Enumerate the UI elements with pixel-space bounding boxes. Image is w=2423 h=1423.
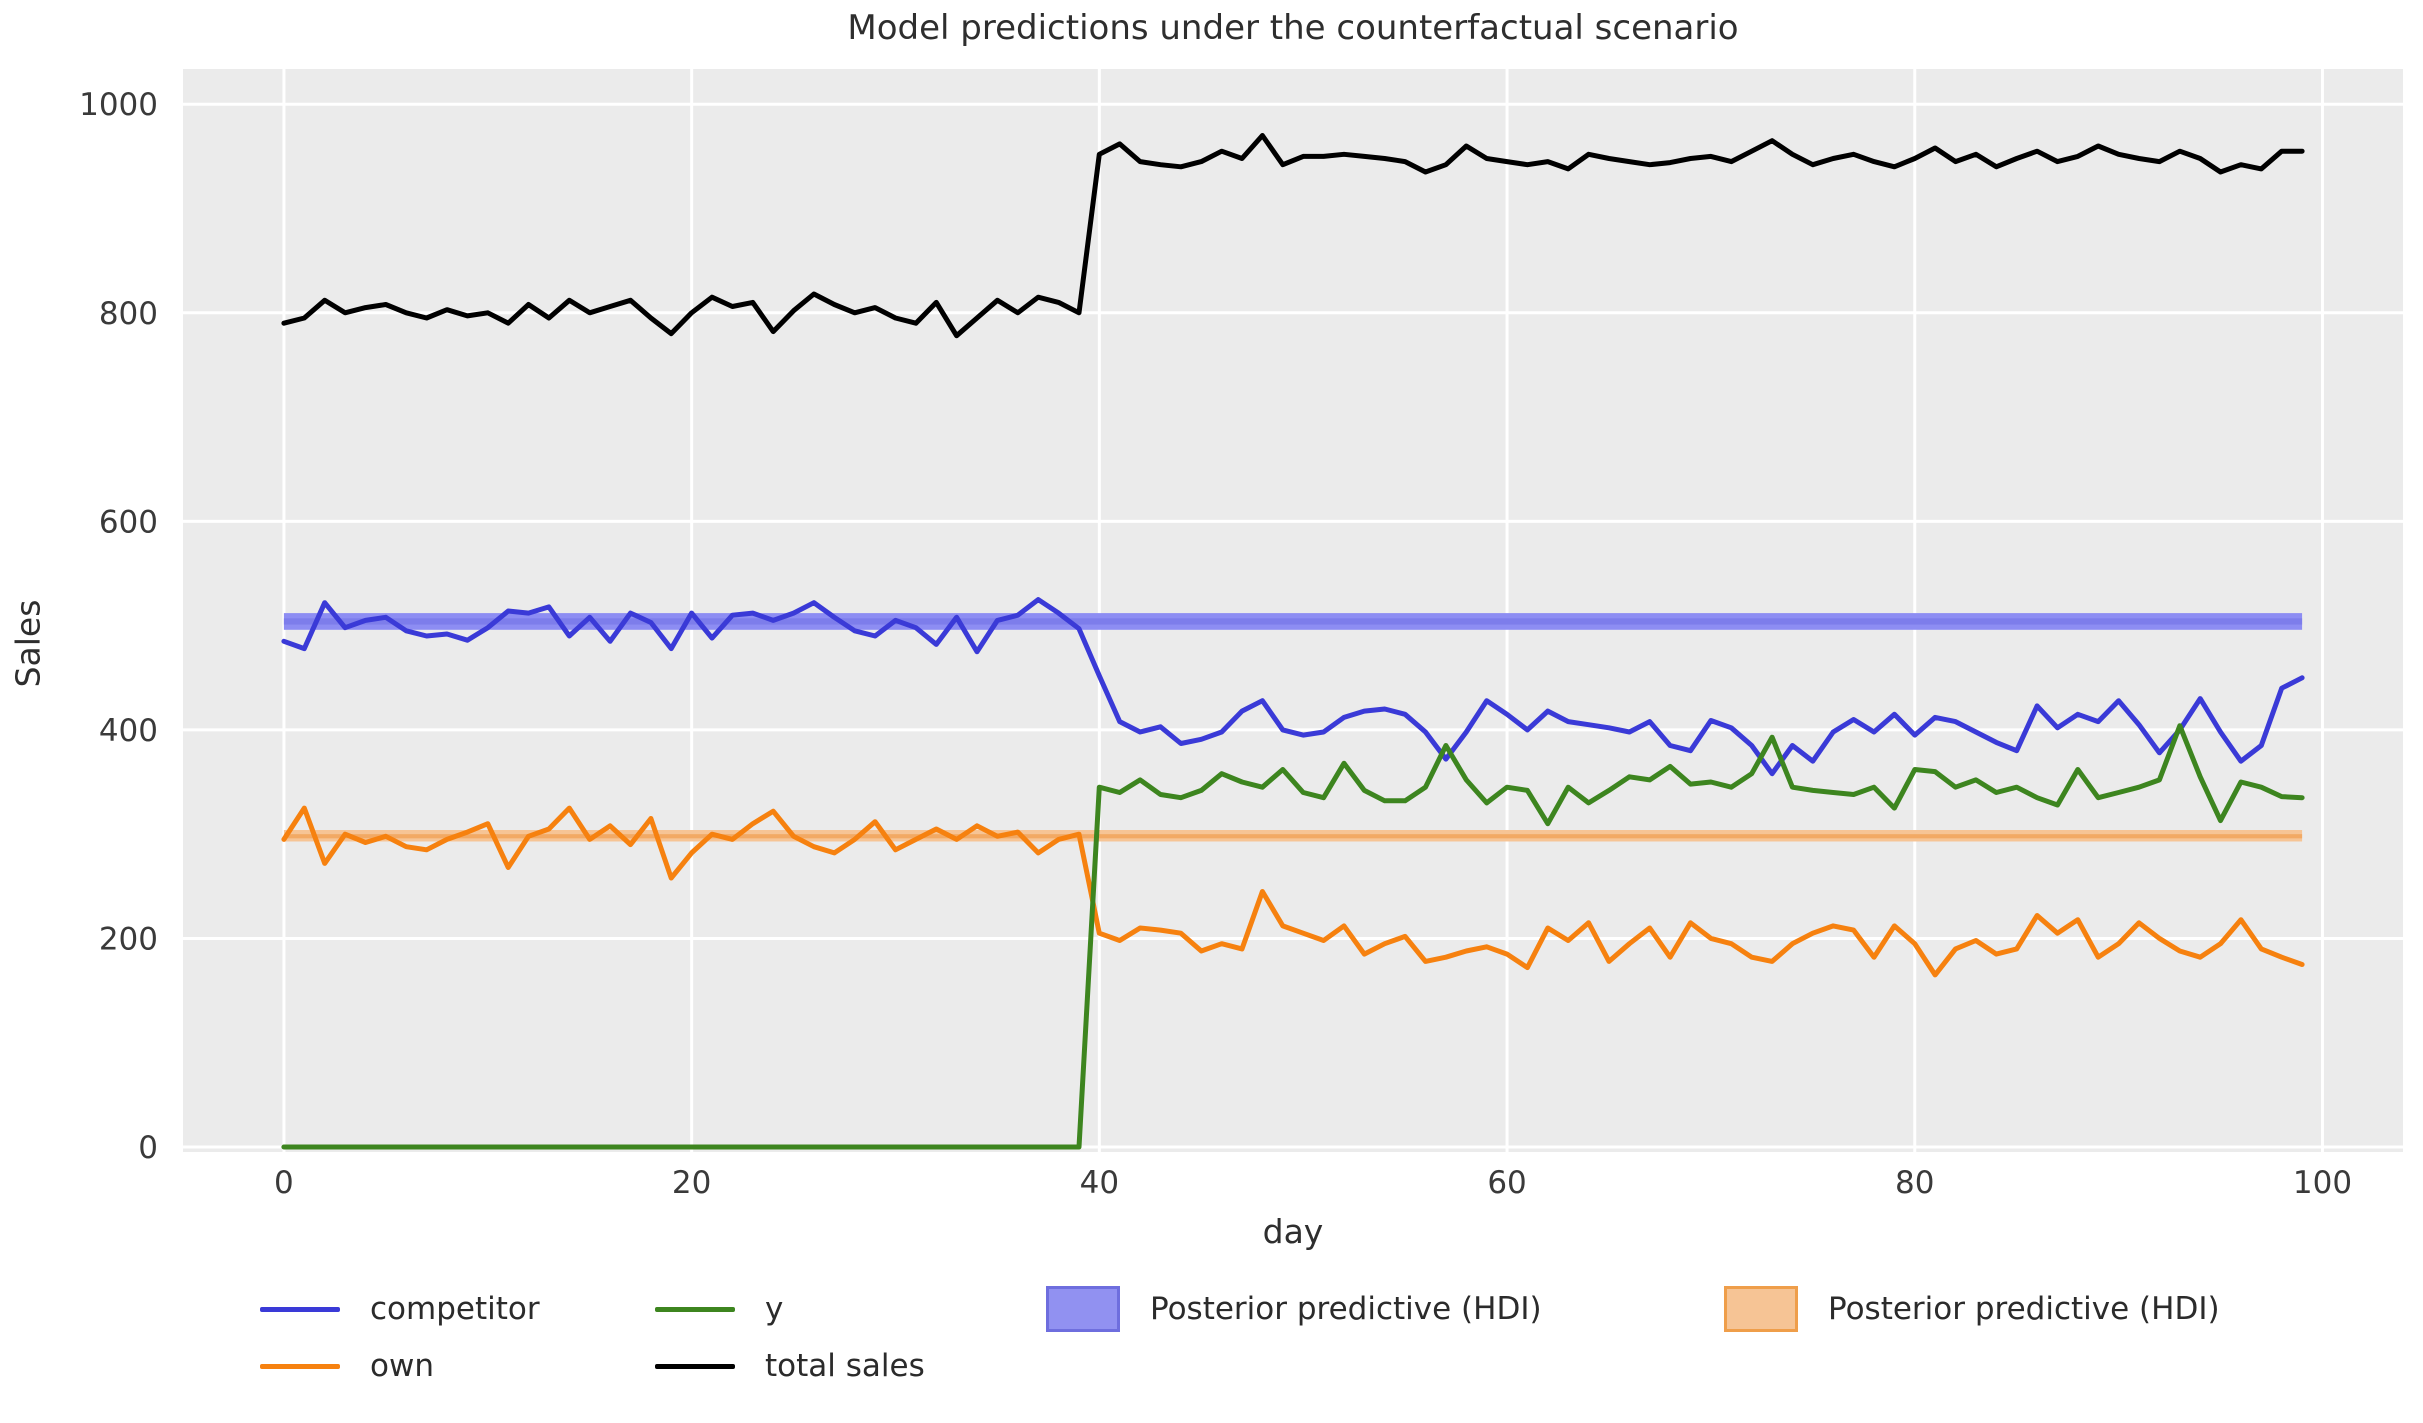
x-tick-label: 20 bbox=[672, 1165, 711, 1201]
x-tick-label: 60 bbox=[1487, 1165, 1526, 1201]
x-tick-label: 0 bbox=[274, 1165, 294, 1201]
y-tick-label: 0 bbox=[138, 1130, 158, 1166]
y-tick-label: 800 bbox=[99, 296, 158, 332]
y-axis-label: Sales bbox=[8, 599, 48, 688]
y-tick-label: 1000 bbox=[79, 87, 158, 123]
series-line-competitor bbox=[281, 597, 2305, 777]
y-tick-label: 600 bbox=[99, 504, 158, 540]
y-tick-label: 400 bbox=[99, 713, 158, 749]
x-tick-label: 40 bbox=[1080, 1165, 1119, 1201]
x-tick-label: 100 bbox=[2293, 1165, 2352, 1201]
y-tick-label: 200 bbox=[99, 921, 158, 957]
chart-title: Model predictions under the counterfactu… bbox=[847, 8, 1739, 48]
hdi-band-inner-competitor bbox=[283, 618, 2303, 625]
x-tick-label: 80 bbox=[1895, 1165, 1934, 1201]
series-line-y bbox=[281, 723, 2305, 1150]
series-line-own bbox=[281, 805, 2305, 978]
hdi-band-inner-own bbox=[283, 834, 2303, 839]
series-line-total-sales bbox=[281, 133, 2305, 339]
x-axis-label: day bbox=[1262, 1212, 1324, 1251]
